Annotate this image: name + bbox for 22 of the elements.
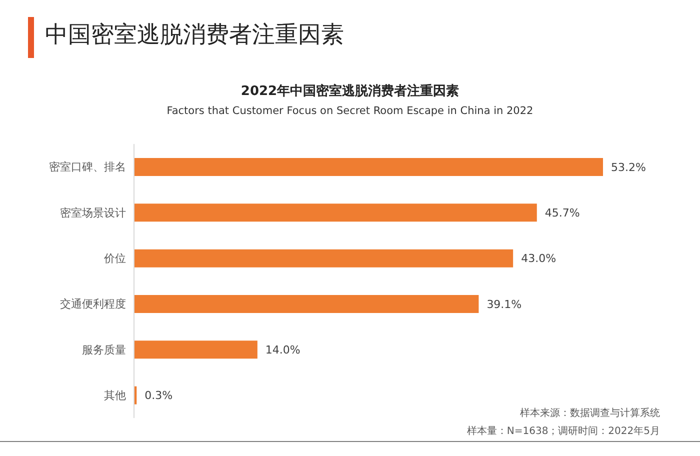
data-label: 53.2% <box>611 160 646 174</box>
data-label: 45.7% <box>544 206 580 220</box>
chart-subtitle: 2022年中国密室逃脱消费者注重因素 <box>240 83 460 101</box>
text: 样本量：N=1638；调研时间：2022年5月 <box>466 425 660 439</box>
annotation: 样本来源：数据调查与计算系统 <box>520 407 660 421</box>
y-tick-label: 密室场景设计 <box>60 206 126 220</box>
y-tick-label: 价位 <box>103 252 126 266</box>
bar <box>134 204 537 222</box>
text: Factors that Customer Focus on Secret Room Escape in China in 2022 <box>166 104 534 118</box>
y-tick-label: 其他 <box>104 389 126 402</box>
y-tick-label: 服务质量 <box>82 343 126 356</box>
data-label: 14.0% <box>265 344 300 357</box>
bar <box>134 295 479 313</box>
y-tick-label: 交通便利程度 <box>60 298 126 311</box>
data-label: 43.0% <box>521 252 556 266</box>
data-label: 39.1% <box>486 298 522 311</box>
bar <box>134 158 603 176</box>
bar <box>134 340 258 359</box>
bar <box>134 249 514 268</box>
chart-title: 中国密室逃脱消费者注重因素 <box>45 21 344 50</box>
y-tick-label: 密室口碑、排名 <box>49 160 126 174</box>
data-label: 0.3% <box>144 389 173 402</box>
